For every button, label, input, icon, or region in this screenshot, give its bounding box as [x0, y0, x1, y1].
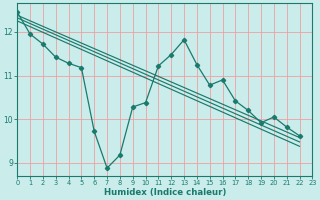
X-axis label: Humidex (Indice chaleur): Humidex (Indice chaleur)	[104, 188, 226, 197]
